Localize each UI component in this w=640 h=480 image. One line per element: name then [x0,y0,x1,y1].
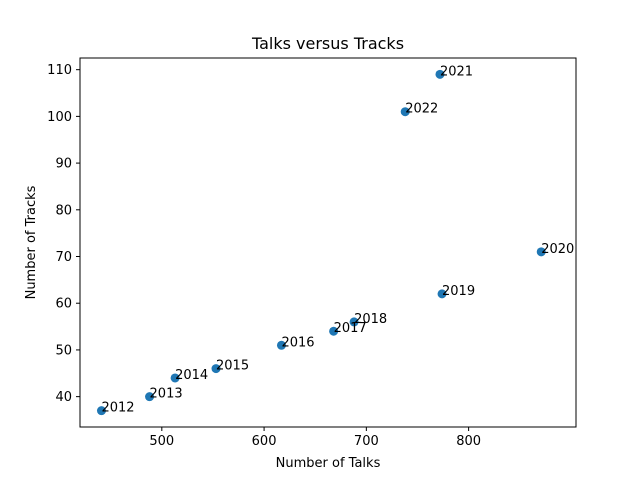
data-point-2021 [435,69,445,79]
data-point-2017 [329,326,339,336]
data-point-2016 [276,340,286,350]
point-label-2012: 2012 [101,401,134,416]
y-tick-label: 70 [55,250,72,265]
x-tick-label: 700 [354,434,379,449]
x-tick-label: 600 [252,434,277,449]
point-label-2016: 2016 [281,335,314,350]
y-tick-label: 50 [55,343,72,358]
x-tick-label: 800 [456,434,481,449]
data-point-2012 [96,406,106,416]
data-points [96,69,546,416]
y-tick-label: 90 [55,157,72,172]
y-tick-label: 40 [55,390,72,405]
data-point-2013 [145,392,155,402]
y-tick-label: 100 [47,110,72,125]
y-axis-label: Number of Tracks [24,185,39,299]
y-tick-label: 60 [55,297,72,312]
data-point-2022 [400,107,410,117]
data-point-2014 [170,373,180,383]
point-label-2018: 2018 [354,312,387,327]
plot-frame [79,57,577,428]
y-tick-label: 110 [47,63,72,78]
x-axis-label: Number of Talks [276,456,381,471]
y-tick-label: 80 [55,203,72,218]
data-point-2019 [437,289,447,299]
axis-ticks: 500 600 700 800 40 50 60 70 80 90 100 110 [47,63,481,449]
data-point-2018 [349,317,359,327]
point-label-2020: 2020 [541,242,574,257]
point-label-2017: 2017 [334,321,367,336]
point-label-2019: 2019 [442,284,475,299]
x-tick-label: 500 [149,434,174,449]
point-label-2015: 2015 [216,359,249,374]
chart-title: Talks versus Tracks [251,34,404,53]
data-point-2020 [536,247,546,257]
data-point-2015 [211,364,221,374]
point-label-2022: 2022 [405,102,438,117]
point-label-2014: 2014 [175,368,208,383]
point-label-2021: 2021 [440,64,473,79]
point-label-2013: 2013 [150,387,183,402]
